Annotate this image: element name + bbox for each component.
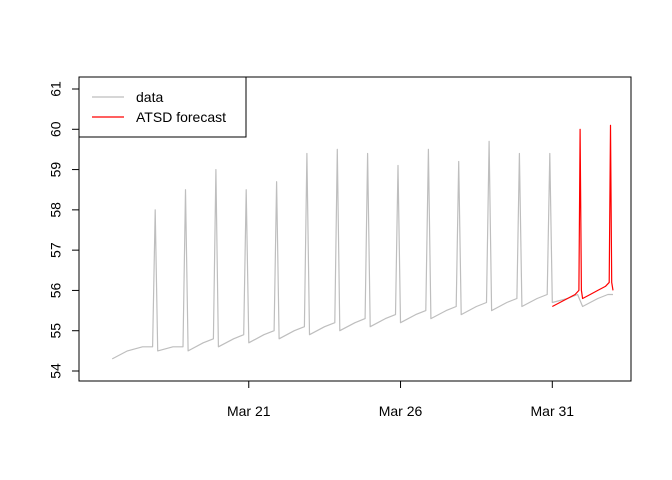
y-tick-label-58: 58 <box>48 202 64 218</box>
x-axis: Mar 21 Mar 26 Mar 31 <box>227 380 575 419</box>
legend: data ATSD forecast <box>78 76 247 138</box>
y-tick-label-54: 54 <box>48 363 64 379</box>
x-tick-label-2: Mar 31 <box>531 403 575 419</box>
series-layer <box>111 124 614 360</box>
y-tick-label-60: 60 <box>48 121 64 137</box>
x-tick-label-0: Mar 21 <box>227 403 271 419</box>
x-tick-label-1: Mar 26 <box>379 403 423 419</box>
legend-box <box>78 76 247 138</box>
y-tick-label-56: 56 <box>48 282 64 298</box>
legend-label-data: data <box>136 89 163 105</box>
legend-label-forecast: ATSD forecast <box>136 109 226 125</box>
y-tick-label-57: 57 <box>48 242 64 258</box>
y-tick-label-55: 55 <box>48 323 64 339</box>
y-tick-label-59: 59 <box>48 162 64 178</box>
y-axis: 54 55 56 57 58 59 60 61 <box>48 81 80 379</box>
series-line-data <box>111 140 613 360</box>
series-line-forecast <box>552 124 614 308</box>
y-tick-label-61: 61 <box>48 81 64 97</box>
